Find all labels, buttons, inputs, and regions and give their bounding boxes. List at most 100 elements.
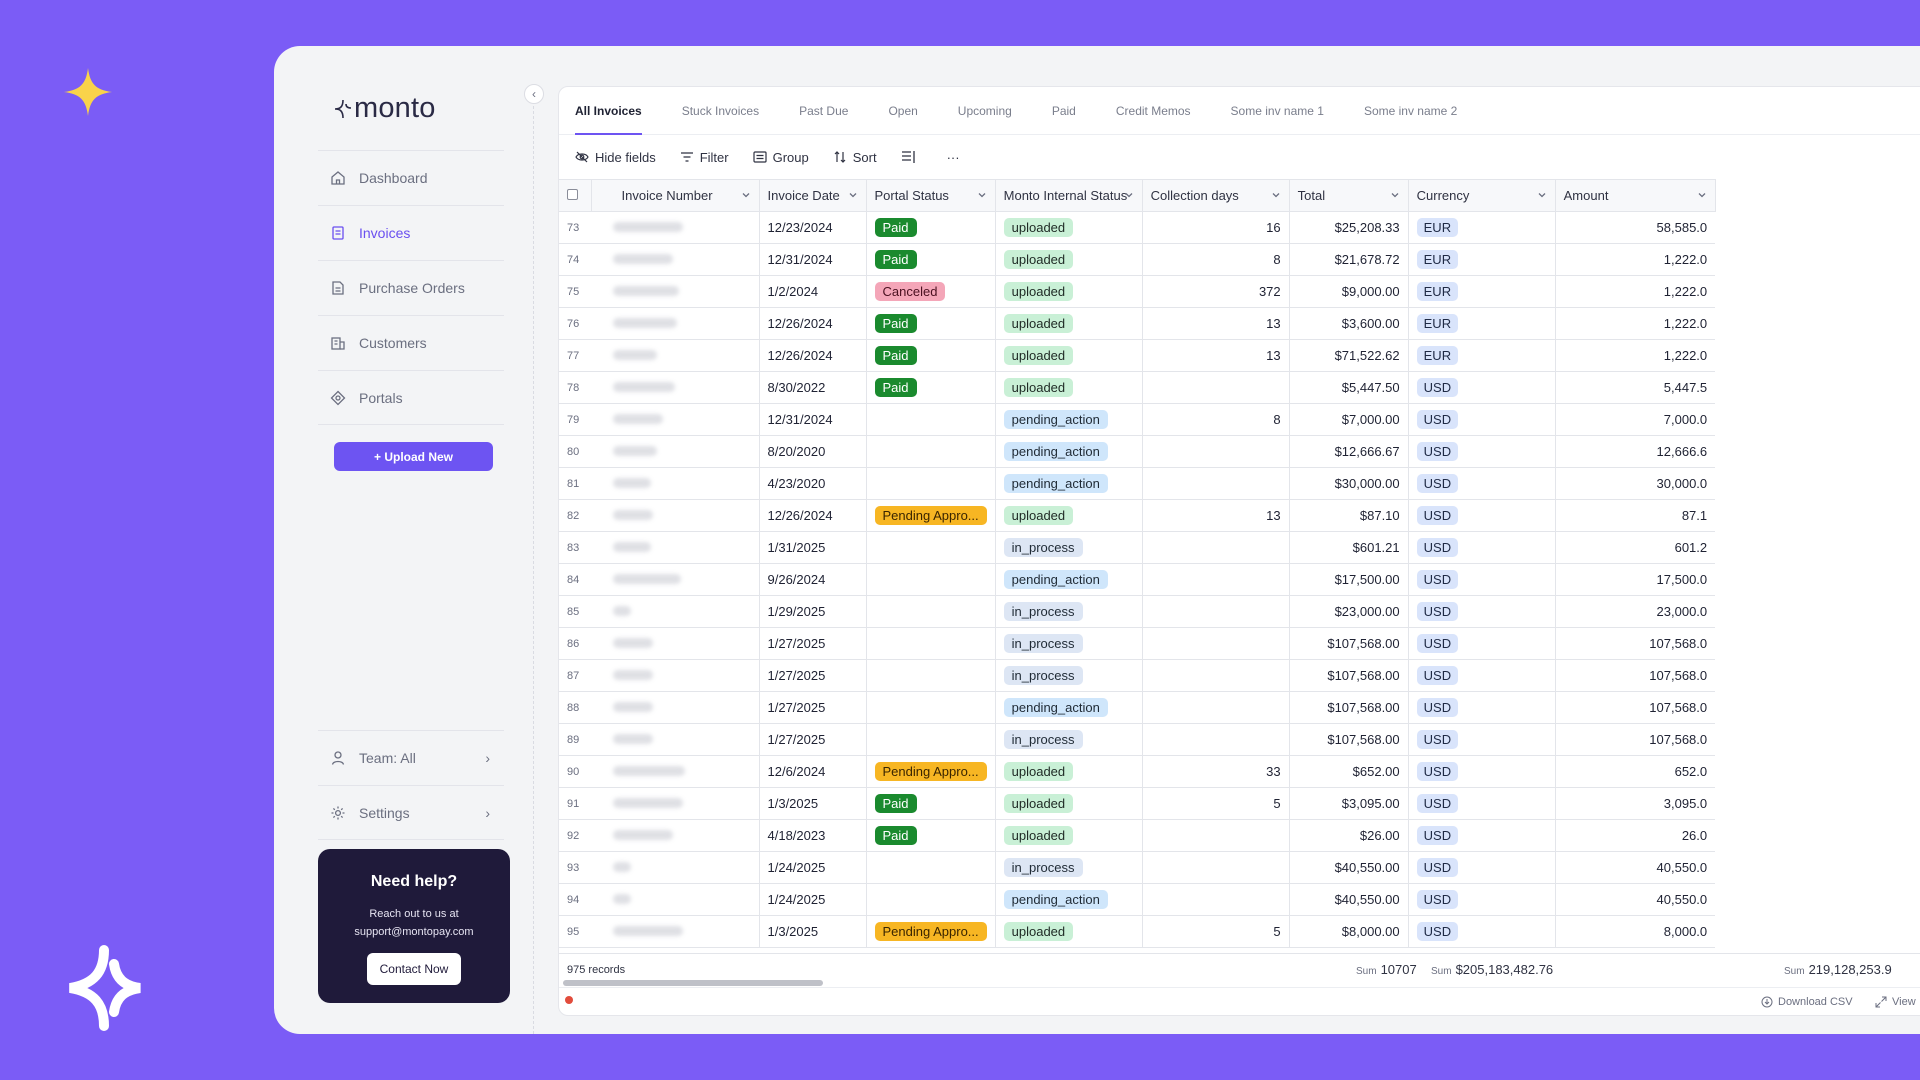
portal-status-cell[interactable]: Pending Appro... — [866, 915, 996, 948]
invoice-number-cell[interactable] — [591, 659, 760, 692]
invoice-date-cell[interactable]: 1/27/2025 — [759, 691, 867, 724]
currency-cell[interactable]: EUR — [1408, 211, 1556, 244]
amount-cell[interactable]: 23,000.0 — [1555, 595, 1716, 628]
table-row[interactable]: 83 1/31/2025 in_process $601.21 USD 601.2 — [559, 531, 1716, 564]
row-height-button[interactable] — [901, 150, 923, 164]
currency-cell[interactable]: USD — [1408, 659, 1556, 692]
invoice-number-cell[interactable] — [591, 787, 760, 820]
invoice-number-cell[interactable] — [591, 211, 760, 244]
total-cell[interactable]: $3,095.00 — [1289, 787, 1409, 820]
invoice-number-cell[interactable] — [591, 563, 760, 596]
invoice-date-cell[interactable]: 12/26/2024 — [759, 307, 867, 340]
sort-button[interactable]: Sort — [833, 150, 877, 165]
internal-status-cell[interactable]: in_process — [995, 531, 1143, 564]
amount-cell[interactable]: 26.0 — [1555, 819, 1716, 852]
internal-status-cell[interactable]: uploaded — [995, 243, 1143, 276]
collection-days-cell[interactable]: 8 — [1142, 403, 1290, 436]
column-header-total[interactable]: Total — [1289, 179, 1409, 212]
invoice-number-cell[interactable] — [591, 275, 760, 308]
amount-cell[interactable]: 58,585.0 — [1555, 211, 1716, 244]
collection-days-cell[interactable]: 5 — [1142, 787, 1290, 820]
amount-cell[interactable]: 107,568.0 — [1555, 659, 1716, 692]
internal-status-cell[interactable]: uploaded — [995, 275, 1143, 308]
internal-status-cell[interactable]: pending_action — [995, 691, 1143, 724]
invoice-number-cell[interactable] — [591, 531, 760, 564]
table-row[interactable]: 94 1/24/2025 pending_action $40,550.00 USD 40… — [559, 883, 1716, 916]
tab-past-due[interactable]: Past Due — [799, 103, 849, 118]
collection-days-cell[interactable]: 372 — [1142, 275, 1290, 308]
invoice-date-cell[interactable]: 1/27/2025 — [759, 723, 867, 756]
invoice-date-cell[interactable]: 1/2/2024 — [759, 275, 867, 308]
amount-cell[interactable]: 8,000.0 — [1555, 915, 1716, 948]
currency-cell[interactable]: USD — [1408, 403, 1556, 436]
invoice-number-cell[interactable] — [591, 499, 760, 532]
invoice-date-cell[interactable]: 1/24/2025 — [759, 883, 867, 916]
portal-status-cell[interactable]: Paid — [866, 339, 996, 372]
invoice-number-cell[interactable] — [591, 243, 760, 276]
amount-cell[interactable]: 107,568.0 — [1555, 627, 1716, 660]
amount-cell[interactable]: 40,550.0 — [1555, 851, 1716, 884]
total-cell[interactable]: $601.21 — [1289, 531, 1409, 564]
collection-days-cell[interactable] — [1142, 851, 1290, 884]
collection-days-cell[interactable] — [1142, 371, 1290, 404]
hide-fields-button[interactable]: Hide fields — [575, 150, 656, 165]
internal-status-cell[interactable]: in_process — [995, 659, 1143, 692]
invoice-number-cell[interactable] — [591, 691, 760, 724]
internal-status-cell[interactable]: uploaded — [995, 819, 1143, 852]
collection-days-cell[interactable] — [1142, 691, 1290, 724]
invoice-date-cell[interactable]: 8/20/2020 — [759, 435, 867, 468]
internal-status-cell[interactable]: pending_action — [995, 563, 1143, 596]
collection-days-cell[interactable] — [1142, 819, 1290, 852]
invoice-date-cell[interactable]: 1/29/2025 — [759, 595, 867, 628]
invoice-number-cell[interactable] — [591, 339, 760, 372]
collection-days-cell[interactable] — [1142, 531, 1290, 564]
internal-status-cell[interactable]: in_process — [995, 723, 1143, 756]
amount-cell[interactable]: 3,095.0 — [1555, 787, 1716, 820]
help-email[interactable]: support@montopay.com — [354, 926, 474, 938]
amount-cell[interactable]: 17,500.0 — [1555, 563, 1716, 596]
table-row[interactable]: 89 1/27/2025 in_process $107,568.00 USD 107,5… — [559, 723, 1716, 756]
table-row[interactable]: 77 12/26/2024 Paid uploaded 13 $71,522.62 EUR 1… — [559, 339, 1716, 372]
portal-status-cell[interactable]: Pending Appro... — [866, 499, 996, 532]
total-cell[interactable]: $107,568.00 — [1289, 723, 1409, 756]
table-row[interactable]: 73 12/23/2024 Paid uploaded 16 $25,208.33 EUR 5… — [559, 211, 1716, 244]
collection-days-cell[interactable]: 33 — [1142, 755, 1290, 788]
portal-status-cell[interactable]: Canceled — [866, 275, 996, 308]
collection-days-cell[interactable] — [1142, 595, 1290, 628]
amount-cell[interactable]: 1,222.0 — [1555, 307, 1716, 340]
currency-cell[interactable]: EUR — [1408, 307, 1556, 340]
total-cell[interactable]: $30,000.00 — [1289, 467, 1409, 500]
amount-cell[interactable]: 5,447.5 — [1555, 371, 1716, 404]
portal-status-cell[interactable] — [866, 691, 996, 724]
invoice-number-cell[interactable] — [591, 627, 760, 660]
invoice-date-cell[interactable]: 9/26/2024 — [759, 563, 867, 596]
internal-status-cell[interactable]: pending_action — [995, 403, 1143, 436]
view-expand-button[interactable]: View — [1875, 996, 1916, 1008]
download-csv-button[interactable]: Download CSV — [1761, 996, 1853, 1008]
currency-cell[interactable]: USD — [1408, 723, 1556, 756]
portal-status-cell[interactable] — [866, 659, 996, 692]
total-cell[interactable]: $40,550.00 — [1289, 851, 1409, 884]
column-header-collection-days[interactable]: Collection days — [1142, 179, 1290, 212]
tab-custom-1[interactable]: Some inv name 1 — [1230, 103, 1324, 118]
table-row[interactable]: 78 8/30/2022 Paid uploaded $5,447.50 USD 5,447… — [559, 371, 1716, 404]
amount-cell[interactable]: 1,222.0 — [1555, 339, 1716, 372]
currency-cell[interactable]: EUR — [1408, 339, 1556, 372]
invoice-number-cell[interactable] — [591, 595, 760, 628]
total-cell[interactable]: $5,447.50 — [1289, 371, 1409, 404]
internal-status-cell[interactable]: uploaded — [995, 211, 1143, 244]
internal-status-cell[interactable]: uploaded — [995, 915, 1143, 948]
currency-cell[interactable]: USD — [1408, 499, 1556, 532]
sidebar-item-purchase-orders[interactable]: Purchase Orders — [318, 260, 504, 315]
currency-cell[interactable]: USD — [1408, 755, 1556, 788]
collection-days-cell[interactable]: 13 — [1142, 499, 1290, 532]
invoice-number-cell[interactable] — [591, 307, 760, 340]
invoice-date-cell[interactable]: 1/3/2025 — [759, 787, 867, 820]
table-row[interactable]: 76 12/26/2024 Paid uploaded 13 $3,600.00 EUR 1,… — [559, 307, 1716, 340]
invoice-date-cell[interactable]: 4/18/2023 — [759, 819, 867, 852]
collection-days-cell[interactable]: 8 — [1142, 243, 1290, 276]
invoice-date-cell[interactable]: 12/26/2024 — [759, 339, 867, 372]
collection-days-cell[interactable] — [1142, 467, 1290, 500]
collection-days-cell[interactable] — [1142, 883, 1290, 916]
total-cell[interactable]: $25,208.33 — [1289, 211, 1409, 244]
